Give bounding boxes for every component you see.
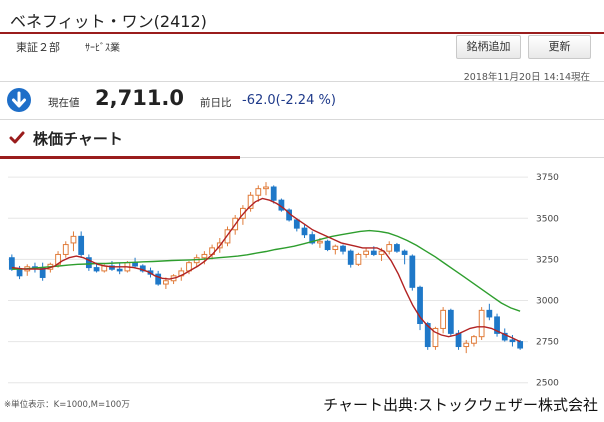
- sector-label: ｻｰﾋﾞｽ業: [85, 43, 120, 54]
- candle-up: [378, 250, 385, 255]
- refresh-button[interactable]: 更新: [528, 35, 591, 59]
- price-value: 2,711.0: [95, 86, 185, 110]
- candle-up: [332, 245, 339, 251]
- candle-up: [62, 244, 69, 255]
- candle-down: [8, 257, 15, 270]
- y-tick-label: 3000: [536, 296, 559, 306]
- chart-source: チャート出典:ストックウェザー株式会社: [323, 396, 598, 414]
- market-label: 東証２部: [16, 41, 60, 54]
- candle-up: [432, 327, 439, 348]
- candle-up: [201, 253, 208, 259]
- candle-up: [471, 336, 477, 344]
- unit-note: ※単位表示：K=1000,M=100万: [4, 400, 130, 410]
- y-tick-label: 3250: [536, 255, 559, 265]
- candle-down: [93, 267, 100, 272]
- candle-down: [301, 227, 308, 236]
- candle-down: [309, 234, 316, 244]
- candle-down: [85, 257, 92, 269]
- candle-up: [386, 244, 393, 252]
- candle-up: [162, 280, 169, 285]
- candle-down: [155, 273, 162, 285]
- y-tick-label: 2500: [536, 379, 559, 389]
- section-title: 株価チャート: [33, 130, 123, 148]
- add-favorite-button[interactable]: 銘柄追加: [456, 35, 521, 59]
- candle-up: [355, 253, 362, 265]
- candle-down: [132, 262, 138, 267]
- candle-down: [409, 255, 416, 288]
- candle-down: [447, 309, 454, 334]
- ma-long-line: [11, 229, 521, 312]
- candle-down: [494, 316, 500, 334]
- candle-down: [501, 332, 508, 341]
- candle-up: [463, 342, 470, 348]
- candle-up: [255, 188, 262, 196]
- price-label: 現在値: [48, 97, 80, 109]
- candle-down: [417, 286, 423, 325]
- candle-down: [340, 245, 346, 252]
- stock-title: ベネフィット・ワン(2412): [10, 12, 207, 31]
- candle-down: [486, 309, 493, 318]
- check-icon: [9, 131, 25, 144]
- candle-down: [109, 265, 115, 270]
- candle-up: [70, 235, 77, 244]
- candle-down: [293, 219, 300, 229]
- candle-down: [370, 250, 377, 255]
- candle-down: [347, 250, 354, 265]
- candle-down: [116, 268, 123, 272]
- stock-chart: 2500 2750 3000 3250 3500 3750: [8, 173, 559, 389]
- candle-down: [270, 186, 277, 201]
- candle-down: [394, 244, 400, 252]
- candle-down: [517, 341, 524, 349]
- candle-up: [247, 194, 254, 209]
- change-label: 前日比: [200, 97, 232, 109]
- candle-up: [317, 240, 323, 244]
- quote-timestamp: 2018年11月20日 14:14現在: [463, 72, 590, 83]
- y-tick-label: 2750: [536, 338, 559, 348]
- candle-up: [478, 309, 485, 338]
- title-bar: ベネフィット・ワン(2412): [0, 0, 604, 34]
- divider: [0, 81, 604, 82]
- y-tick-label: 3500: [536, 214, 559, 224]
- candle-up: [440, 309, 447, 329]
- candle-down: [78, 235, 85, 255]
- section-divider: [240, 157, 604, 158]
- candle-down: [401, 250, 408, 255]
- candle-up: [263, 186, 269, 190]
- candle-up: [363, 250, 370, 255]
- down-arrow-icon: [7, 88, 31, 112]
- y-tick-label: 3750: [536, 173, 559, 183]
- candle-down: [324, 240, 331, 251]
- section-underline: [0, 156, 240, 159]
- change-value: -62.0(-2.24 %): [242, 93, 336, 108]
- candle-down: [455, 332, 462, 348]
- divider: [0, 119, 604, 120]
- candle-down: [16, 268, 23, 277]
- ma-short-line: [11, 197, 521, 343]
- candle-down: [424, 323, 431, 348]
- candle-down: [509, 339, 516, 343]
